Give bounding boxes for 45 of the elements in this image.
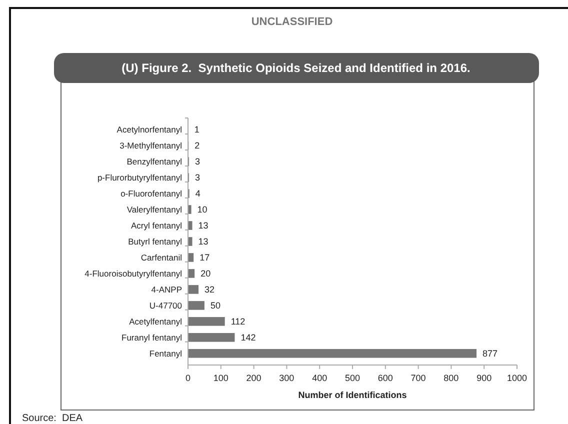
x-tick-label: 300	[279, 373, 294, 383]
data-label: 3	[194, 172, 200, 183]
data-label: 32	[204, 284, 215, 295]
data-label: 142	[240, 332, 256, 343]
y-tick-label: Furanyl fentanyl	[122, 332, 182, 342]
source-note: Source: DEA	[22, 413, 83, 424]
x-tick-label: 700	[410, 373, 426, 383]
y-tick-label: Benzylfentanyl	[126, 156, 182, 167]
text: UNCLASSIFIED	[251, 16, 333, 28]
y-tick-label: Butyrl fentanyl	[128, 236, 182, 246]
y-tick-label: Valerylfentanyl	[126, 204, 182, 214]
y-tick-label: 3-Methylfentanyl	[120, 140, 182, 151]
data-label: 50	[210, 300, 220, 311]
chart-title: (U) Figure 2. Synthetic Opioids Seized and Identified in 2016.	[122, 61, 470, 75]
data-label: 10	[197, 204, 208, 215]
y-tick-label: p-Flurorbutyrylfentanyl	[97, 172, 182, 183]
data-label: 1	[194, 124, 200, 135]
data-label: 17	[200, 252, 210, 263]
x-tick-label: 500	[344, 373, 360, 383]
data-label: 112	[230, 316, 246, 327]
data-label: 20	[200, 268, 211, 279]
x-tick-label: 100	[213, 373, 228, 383]
data-label: 4	[195, 188, 200, 199]
x-tick-label: 400	[312, 373, 328, 383]
x-axis-title: Number of Identifications	[298, 390, 407, 400]
y-tick-label: o-Fluorofentanyl	[120, 188, 182, 199]
y-tick-label: Carfentanil	[140, 252, 182, 262]
x-tick-label: 900	[476, 373, 492, 383]
data-label: 13	[198, 220, 208, 231]
x-tick-label: 600	[378, 373, 393, 383]
data-label: 3	[194, 156, 200, 167]
data-label: 877	[482, 348, 498, 359]
y-tick-label: Acetylnorfentanyl	[116, 124, 182, 135]
y-tick-label: 4-ANPP	[151, 284, 182, 294]
data-label: 2	[194, 140, 200, 151]
y-tick-label: U-47700	[149, 300, 182, 310]
y-tick-label: 4-Fluoroisobutyrylfentanyl	[84, 268, 182, 278]
data-label: 13	[198, 236, 208, 247]
x-tick-label: 0	[185, 373, 191, 383]
y-tick-label: Fentanyl	[149, 348, 182, 358]
x-tick-label: 200	[246, 373, 262, 383]
x-tick-label: 800	[444, 373, 459, 383]
y-tick-label: Acetylfentanyl	[129, 316, 182, 326]
x-tick-label: 1000	[506, 373, 528, 383]
y-tick-label: Acryl fentanyl	[130, 220, 182, 230]
